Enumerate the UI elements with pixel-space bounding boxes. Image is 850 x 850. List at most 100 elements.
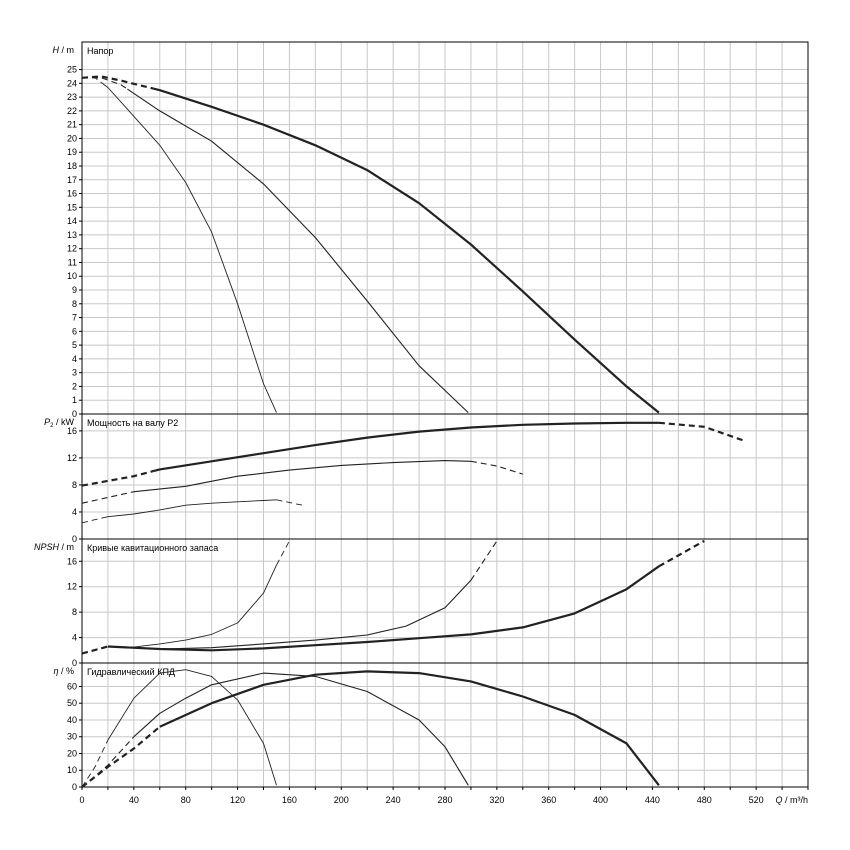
curve-dashed-start	[81, 646, 109, 654]
x-tick-label: 200	[334, 795, 349, 805]
x-tick-label: 80	[181, 795, 191, 805]
series-eff-medium	[81, 672, 469, 788]
curve-solid	[159, 670, 660, 786]
series-head-thin	[82, 77, 277, 413]
panel-title: Гидравлический КПД	[87, 667, 175, 677]
curve-solid	[107, 564, 277, 648]
y-tick-label: 9	[72, 285, 77, 295]
x-tick-label: 320	[489, 795, 504, 805]
curve-dashed-end	[276, 499, 303, 506]
panel-power: 0 4 8 12 16 Мощность на валу P2 P2 / kW	[44, 413, 809, 544]
panel-title: Кривые кавитационного запаса	[87, 543, 218, 553]
y-tick-label: 50	[67, 698, 77, 708]
curve-dashed-start	[81, 491, 135, 504]
curve-dashed-end	[658, 421, 744, 442]
x-tick-label: 240	[386, 795, 401, 805]
series-power-medium	[81, 460, 523, 504]
y-tick-label: 40	[67, 715, 77, 725]
x-tick-label: 40	[129, 795, 139, 805]
y-tick-label: 1	[72, 395, 77, 405]
x-tick-label: 280	[437, 795, 452, 805]
y-tick-label: 4	[72, 633, 77, 643]
curve-solid	[153, 421, 659, 473]
y-tick-label: 16	[67, 189, 77, 199]
x-tick-label: 120	[230, 795, 245, 805]
y-tick-label: 30	[67, 732, 77, 742]
panel-npsh: 0 4 8 12 16 Кривые кавитационного запаса NPSH …	[34, 538, 809, 668]
curve-solid	[101, 82, 277, 413]
y-tick-label: 14	[67, 216, 77, 226]
y-tick-label: 15	[67, 202, 77, 212]
curve-solid	[107, 565, 660, 652]
y-tick-label: 18	[67, 161, 77, 171]
y-tick-label: 21	[67, 120, 77, 130]
y-tick-label: 16	[67, 556, 77, 566]
y-tick-label: 20	[67, 133, 77, 143]
y-tick-label: 12	[67, 244, 77, 254]
series-eff-bold	[81, 670, 660, 788]
curve-solid	[133, 460, 471, 493]
curve-solid	[153, 87, 660, 414]
y-tick-label: 5	[72, 340, 77, 350]
y-tick-label: 24	[67, 78, 77, 88]
y-tick-label: 11	[68, 257, 77, 267]
curve-solid	[127, 88, 469, 413]
curve-dashed-start	[81, 739, 109, 788]
y-tick-label: 0	[72, 409, 77, 419]
x-axis: 0 40 80 120 160 200 240 280 320 360 400 440 480 520 Q …	[79, 787, 809, 805]
series-head-medium	[82, 77, 469, 413]
x-tick-label: 520	[749, 795, 764, 805]
y-tick-label: 25	[67, 65, 77, 75]
y-axis-label: P2 / kW	[44, 417, 74, 429]
curve-dashed-start	[81, 736, 135, 788]
y-tick-label: 20	[67, 748, 77, 758]
y-tick-label: 10	[67, 271, 77, 281]
y-tick-label: 60	[67, 681, 77, 691]
series-power-bold	[81, 421, 744, 487]
y-tick-label: 17	[67, 175, 77, 185]
x-tick-label: 480	[697, 795, 712, 805]
y-tick-label: 2	[72, 381, 77, 391]
y-axis-label: NPSH / m	[34, 542, 74, 552]
x-tick-label: 360	[541, 795, 556, 805]
x-tick-label: 400	[593, 795, 608, 805]
y-tick-label: 8	[72, 299, 77, 309]
y-tick-label: 13	[67, 230, 77, 240]
y-tick-label: 6	[72, 326, 77, 336]
curve-dashed-end	[470, 460, 523, 475]
curve-solid	[101, 499, 277, 519]
y-tick-label: 23	[67, 92, 77, 102]
series-power-thin	[81, 499, 303, 524]
curve-dashed-end	[276, 540, 290, 566]
series-npsh-thin	[81, 540, 290, 654]
y-tick-label: 4	[72, 507, 77, 517]
y-tick-label: 12	[67, 453, 77, 463]
y-tick-label: 10	[67, 765, 77, 775]
x-tick-label: 440	[645, 795, 660, 805]
y-tick-label: 12	[67, 582, 77, 592]
curve-dashed-start	[81, 470, 154, 487]
curve-solid	[107, 579, 472, 650]
panel-head: 0123456789101112131415161718192021222324…	[53, 41, 809, 419]
y-tick-label: 8	[72, 607, 77, 617]
panel-title: Мощность на валу P2	[87, 418, 178, 428]
y-tick-label: 0	[72, 782, 77, 792]
y-tick-label: 7	[72, 313, 77, 323]
curve-dashed-start	[81, 517, 102, 524]
y-axis-label: H / m	[53, 45, 75, 55]
x-axis-label: Q / m³/h	[775, 795, 808, 805]
y-tick-label: 8	[72, 480, 77, 490]
x-tick-label: 160	[282, 795, 297, 805]
y-tick-label: 22	[67, 106, 77, 116]
panel-eff: 0 10 20 30 40 50 60 Гидравлический КПД η / %	[53, 662, 809, 792]
curve-dashed-end	[658, 539, 705, 568]
curve-solid	[107, 669, 277, 786]
y-tick-label: 19	[67, 147, 77, 157]
curve-dashed-end	[470, 540, 498, 581]
y-tick-label: 16	[67, 426, 77, 436]
series-head-bold	[81, 75, 660, 414]
curve-dashed-start	[81, 725, 161, 788]
y-tick-label: 3	[72, 368, 77, 378]
